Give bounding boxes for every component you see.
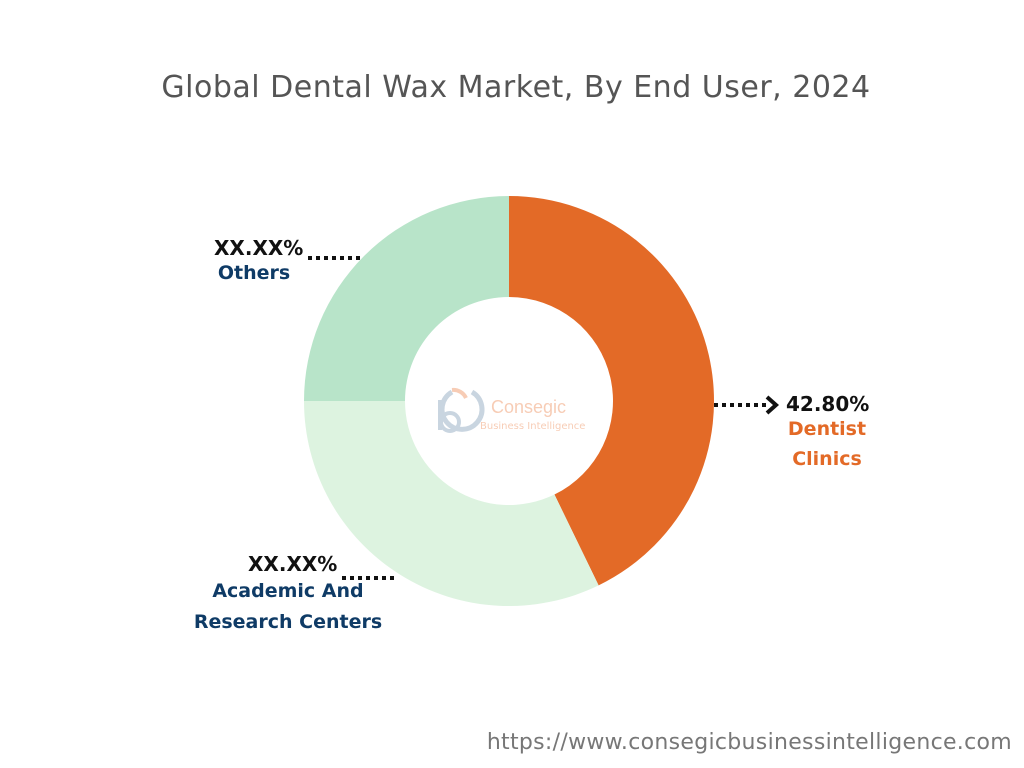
slice-dentist-clinics (509, 196, 714, 586)
donut-slices (304, 196, 714, 606)
source-url[interactable]: https://www.consegicbusinessintelligence… (486, 730, 1012, 755)
others-value: XX.XX% (214, 236, 304, 260)
dentist-clinics-label: Dentist Clinics (787, 418, 867, 470)
academic-value: XX.XX% (248, 552, 338, 576)
logo-b-bowl (439, 411, 461, 433)
logo-tagline: Business Intelligence (480, 421, 585, 432)
logo-orange-arc (451, 387, 468, 400)
slice-academic-research (304, 401, 599, 606)
others-label: Others (217, 262, 291, 284)
chart-title: Global Dental Wax Market, By End User, 2… (161, 70, 871, 105)
consegic-logo: Consegic Business Intelligence (438, 387, 585, 433)
connector-dentist-arrowhead (765, 395, 780, 415)
academic-label-line1: Academic And (212, 580, 364, 602)
logo-arc-icon (439, 389, 485, 432)
academic-label-line2: Research Centers (193, 611, 383, 633)
logo-name: Consegic (491, 397, 566, 417)
dentist-clinics-value: 42.80% (786, 392, 870, 416)
slice-others (304, 196, 509, 401)
